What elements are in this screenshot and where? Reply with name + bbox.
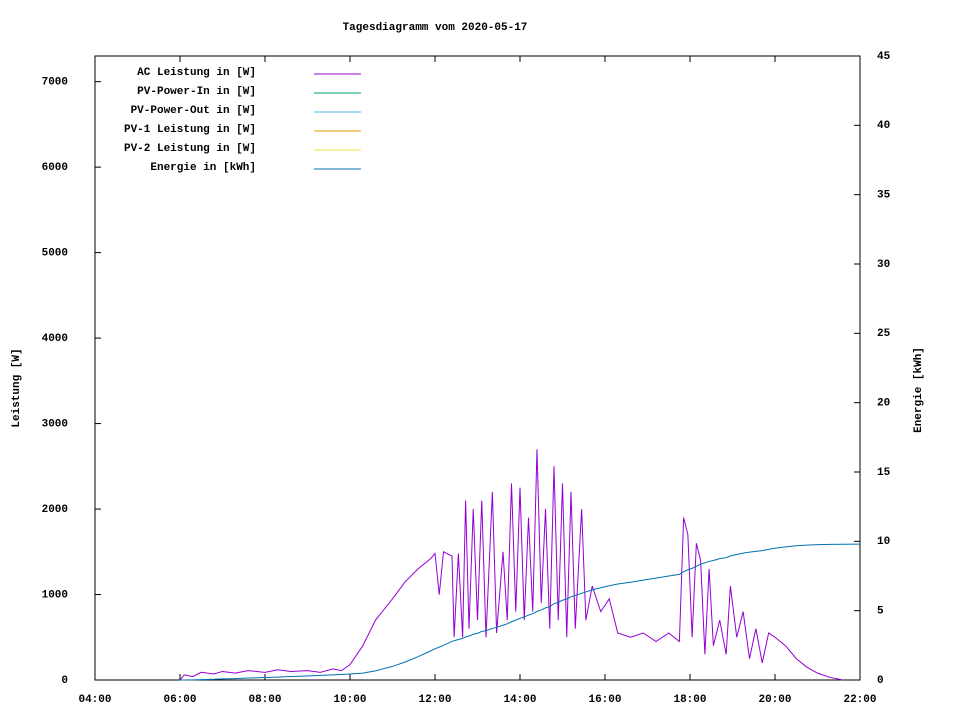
y2-tick-label: 35 [877, 190, 891, 202]
x-tick-label: 06:00 [163, 694, 196, 706]
y2-tick-label: 40 [877, 120, 890, 132]
y2-tick-label: 25 [877, 328, 891, 340]
y2-tick-label: 20 [877, 398, 890, 410]
legend-label: AC Leistung in [W] [137, 67, 256, 79]
y2-tick-label: 5 [877, 606, 884, 618]
y2-axis-label: Energie [kWh] [913, 347, 925, 433]
y-tick-label: 0 [61, 675, 68, 687]
y2-tick-label: 0 [877, 675, 884, 687]
plot-frame [94, 55, 861, 681]
x-tick-label: 10:00 [333, 694, 366, 706]
x-tick-label: 22:00 [843, 694, 876, 706]
x-tick-label: 04:00 [78, 694, 111, 706]
y-tick-label: 2000 [42, 504, 68, 516]
chart-title: Tagesdiagramm vom 2020-05-17 [343, 22, 528, 34]
y-tick-label: 4000 [42, 333, 68, 345]
legend-label: PV-2 Leistung in [W] [124, 143, 256, 155]
y2-tick-label: 30 [877, 259, 890, 271]
y2-tick-label: 15 [877, 467, 891, 479]
legend-label: Energie in [kWh] [150, 162, 256, 174]
x-tick-label: 08:00 [248, 694, 281, 706]
x-tick-label: 16:00 [588, 694, 621, 706]
y-tick-label: 5000 [42, 248, 68, 260]
series-line [180, 543, 861, 681]
y-tick-label: 6000 [42, 162, 68, 174]
legend-label: PV-Power-In in [W] [137, 86, 256, 98]
legend-label: PV-Power-Out in [W] [131, 105, 256, 117]
y2-tick-label: 10 [877, 536, 890, 548]
y-tick-label: 1000 [42, 589, 68, 601]
x-tick-label: 20:00 [758, 694, 791, 706]
series-line [179, 449, 844, 681]
x-tick-label: 12:00 [418, 694, 451, 706]
y-tick-label: 3000 [42, 418, 68, 430]
legend-label: PV-1 Leistung in [W] [124, 124, 256, 136]
y-tick-label: 7000 [42, 77, 68, 89]
x-tick-label: 18:00 [673, 694, 706, 706]
x-tick-label: 14:00 [503, 694, 536, 706]
y2-tick-label: 45 [877, 51, 891, 63]
y-axis-label: Leistung [W] [11, 348, 23, 427]
